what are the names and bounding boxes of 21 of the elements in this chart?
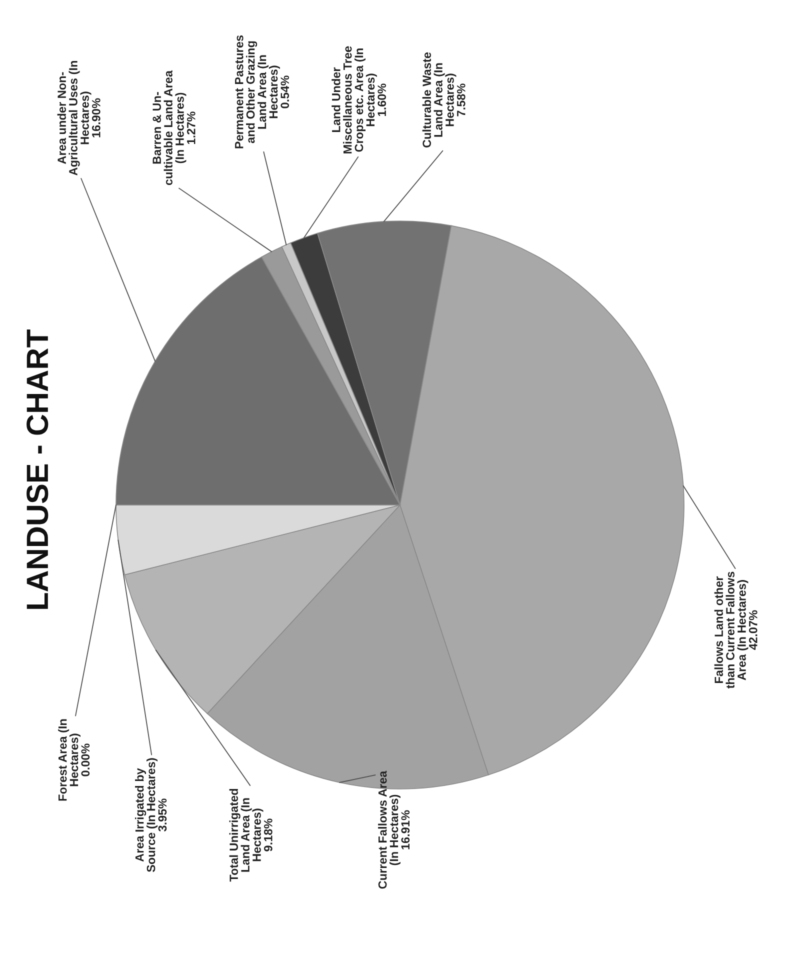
slice-label: Area Irrigated by Source (In Hectares) bbox=[135, 758, 158, 872]
data-label: 42.07% bbox=[748, 610, 758, 650]
slice-label: Land Under Miscellaneous Tree Crops etc. Area (In Hectares) bbox=[332, 46, 377, 154]
data-label: 0.54% bbox=[280, 76, 290, 108]
data-label: 9.18% bbox=[264, 818, 272, 852]
category-label: Forest Area (In Hectares) bbox=[58, 719, 80, 801]
slice-label: Area under Non-Agricultural Uses (In Hectares) bbox=[57, 61, 92, 176]
data-label: 16.90% bbox=[92, 98, 100, 138]
slice-label: Barren & Un-cultivable Land Area (In Hectares) bbox=[152, 70, 186, 186]
data-label: 1.60% bbox=[378, 84, 386, 116]
slice-label: Culturable Waste Land Area (In Hectares) bbox=[422, 52, 456, 148]
slice-label: Total Unirrigated Land Area (In Hectares) bbox=[229, 788, 264, 882]
slice-label: Fallows Land other than Current Fallows Area (In Hectares) bbox=[714, 572, 748, 689]
data-label: 16.91% bbox=[401, 810, 410, 850]
text: 0.00% bbox=[81, 744, 90, 776]
data-label: 3.95% bbox=[158, 798, 167, 832]
slice-label: Current Fallows Area (In Hectares) bbox=[378, 770, 401, 889]
text: LANDUSE - CHART bbox=[26, 329, 48, 609]
data-label: 7.58% bbox=[456, 84, 466, 116]
data-label: 1.27% bbox=[186, 112, 196, 144]
slice-label: Permanent Pastures and Other Grazing Land Area (In Hectares) bbox=[235, 35, 280, 148]
